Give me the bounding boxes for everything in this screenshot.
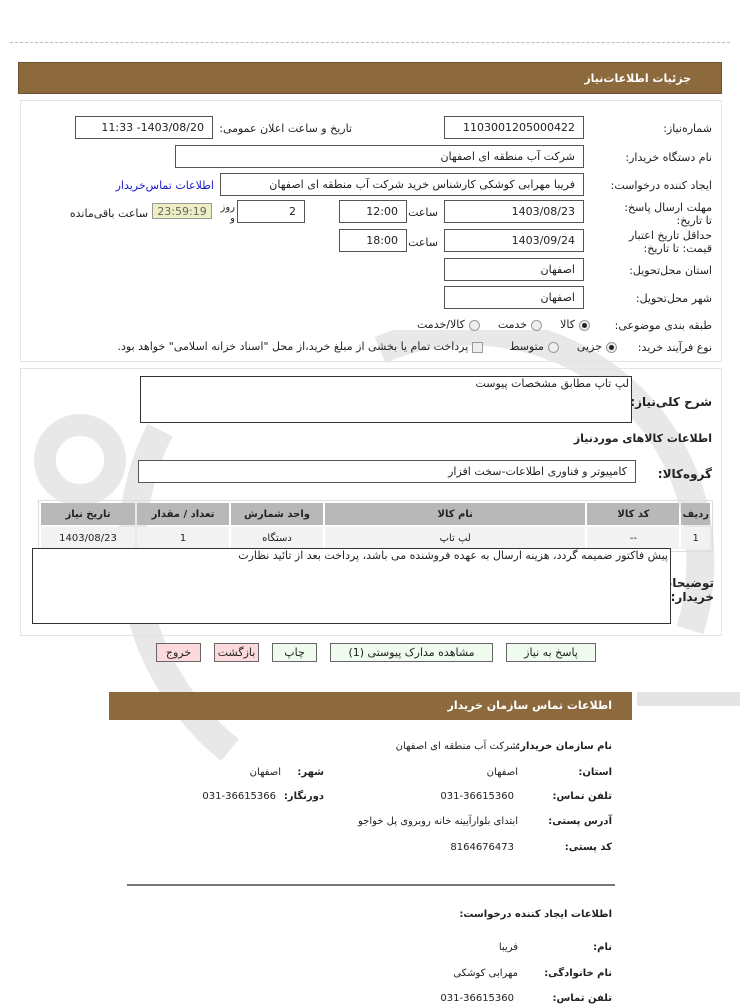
city-label: شهر محل‌تحویل:: [635, 292, 712, 305]
contact-header: اطلاعات تماس سازمان خریدار: [109, 692, 632, 720]
cell-date: 1403/08/23: [41, 527, 135, 549]
page-header: جزئیات اطلاعات‌نیاز: [18, 62, 722, 94]
col-row: ردیف: [681, 503, 710, 525]
deadline-label: مهلت ارسال پاسخ: تا تاریخ:: [624, 201, 712, 227]
radio-icon: [468, 319, 480, 331]
deadline-time-field: 12:00: [339, 200, 407, 223]
fax-label: دورنگار:: [283, 791, 324, 802]
need-info-panel: [20, 100, 722, 362]
announce-field: 1403/08/20- 11:33: [75, 116, 213, 139]
checkbox-icon: [472, 341, 484, 353]
need-number-label: شماره‌نیاز:: [663, 122, 712, 135]
countdown-timer: 23:59:19: [152, 203, 212, 219]
buyer-notes-textarea: پیش فاکتور ضمیمه گردد، هزینه ارسال به عه…: [32, 548, 671, 624]
cell-name: لپ تاپ: [325, 527, 586, 549]
creator-phone-label: تلفن تماس:: [552, 993, 612, 1004]
contact-side-tab: [637, 692, 740, 706]
table-row: 1 -- لپ تاپ دستگاه 1 1403/08/23: [41, 527, 710, 549]
announce-label: تاریخ و ساعت اعلان عمومی:: [219, 122, 352, 135]
buyer-org-field: شرکت آب منطقه ای اصفهان: [175, 145, 584, 168]
category-service-radio[interactable]: خدمت: [498, 318, 543, 331]
process-label: نوع فرآیند خرید:: [637, 341, 712, 354]
buyer-notes-label: توضیحات خریدار:: [660, 576, 714, 604]
creator-field: فریبا مهرابی کوشکی کارشناس خرید شرکت آب …: [220, 173, 584, 196]
col-code: کد کالا: [587, 503, 680, 525]
col-qty: تعداد / مقدار: [137, 503, 229, 525]
name-value: فریبا: [498, 942, 518, 953]
contact-divider: [127, 884, 615, 886]
category-radio-group: کالا خدمت کالا/خدمت: [417, 318, 590, 331]
category-label: طبقه بندی موضوعی:: [614, 319, 712, 332]
page-title: جزئیات اطلاعات‌نیاز: [584, 72, 691, 85]
contact-province-label: استان:: [578, 767, 612, 778]
category-goods-radio[interactable]: کالا: [560, 318, 590, 331]
province-label: استان محل‌تحویل:: [629, 264, 712, 277]
process-minor-radio[interactable]: جزیی: [577, 340, 617, 353]
validity-date-field: 1403/09/24: [444, 229, 584, 252]
cell-unit: دستگاه: [231, 527, 323, 549]
radio-icon: [531, 319, 543, 331]
fax-value: 031-36615366: [202, 791, 276, 802]
buyer-org-label: نام دستگاه خریدار:: [625, 151, 712, 164]
family-label: نام خانوادگی:: [544, 968, 612, 979]
top-divider: [10, 42, 730, 43]
contact-city-value: اصفهان: [249, 767, 281, 778]
contact-province-value: اصفهان: [486, 767, 518, 778]
org-value: شرکت آب منطقه ای اصفهان: [395, 741, 518, 752]
process-radio-group: جزیی متوسط پرداخت تمام یا بخشی از مبلغ خ…: [118, 340, 617, 353]
creator-phone-value: 031-36615360: [440, 993, 514, 1004]
goods-group-field: کامپیوتر و فناوری اطلاعات-سخت افزار: [138, 460, 636, 483]
postal-label: کد پستی:: [564, 842, 612, 853]
contact-title: اطلاعات تماس سازمان خریدار: [447, 699, 612, 712]
contact-city-label: شهر:: [297, 767, 324, 778]
view-documents-button[interactable]: مشاهده مدارک پیوستی (1): [330, 643, 493, 662]
back-button[interactable]: بازگشت: [214, 643, 259, 662]
name-label: نام:: [593, 942, 612, 953]
goods-section-title: اطلاعات کالاهای موردنیاز: [573, 432, 712, 445]
postal-value: 8164676473: [450, 842, 514, 853]
family-value: مهرابی کوشکی: [453, 968, 518, 979]
deadline-time-label: ساعت: [408, 206, 438, 219]
reply-button[interactable]: پاسخ به نیاز: [506, 643, 596, 662]
description-textarea: لپ تاپ مطابق مشخصات پیوست: [140, 376, 632, 423]
table-header-row: ردیف کد کالا نام کالا واحد شمارش تعداد /…: [41, 503, 710, 525]
validity-label: حداقل تاریخ اعتبار قیمت: تا تاریخ:: [628, 229, 712, 255]
col-unit: واحد شمارش: [231, 503, 323, 525]
phone-label: تلفن تماس:: [552, 791, 612, 802]
col-date: تاریخ نیاز: [41, 503, 135, 525]
remaining-label: ساعت باقی‌مانده: [69, 207, 148, 220]
description-label: شرح کلی‌نیاز:: [630, 395, 712, 409]
deadline-date-field: 1403/08/23: [444, 200, 584, 223]
cell-code: --: [587, 527, 680, 549]
validity-time-label: ساعت: [408, 236, 438, 249]
radio-selected-icon: [579, 319, 590, 331]
goods-table: ردیف کد کالا نام کالا واحد شمارش تعداد /…: [38, 500, 713, 552]
days-field: 2: [237, 200, 305, 223]
process-medium-radio[interactable]: متوسط: [509, 340, 559, 353]
buyer-contact-link[interactable]: اطلاعات تماس‌خریدار: [115, 179, 214, 192]
exit-button[interactable]: خروج: [156, 643, 201, 662]
need-number-field: 1103001205000422: [444, 116, 584, 139]
goods-group-label: گروه‌کالا:: [657, 467, 712, 481]
category-both-radio[interactable]: کالا/خدمت: [417, 318, 480, 331]
validity-time-field: 18:00: [339, 229, 407, 252]
print-button[interactable]: چاپ: [272, 643, 317, 662]
creator-label: ایجاد کننده درخواست:: [610, 179, 712, 192]
treasury-payment-checkbox[interactable]: پرداخت تمام یا بخشی از مبلغ خرید،از محل …: [118, 340, 484, 353]
creator-info-title: اطلاعات ایجاد کننده درخواست:: [459, 909, 612, 920]
address-label: آدرس پستی:: [548, 816, 612, 827]
col-name: نام کالا: [325, 503, 586, 525]
radio-icon: [547, 341, 559, 353]
city-field: اصفهان: [444, 286, 584, 309]
province-field: اصفهان: [444, 258, 584, 281]
address-value: ابتدای بلوارآیینه خانه روبروی پل خواجو: [358, 816, 518, 827]
cell-qty: 1: [137, 527, 229, 549]
goods-panel: [20, 368, 722, 636]
phone-value: 031-36615360: [440, 791, 514, 802]
cell-row: 1: [681, 527, 710, 549]
org-label: نام سازمان خریدار:: [516, 741, 612, 752]
days-label: روز و: [220, 202, 236, 224]
radio-selected-icon: [606, 341, 617, 353]
